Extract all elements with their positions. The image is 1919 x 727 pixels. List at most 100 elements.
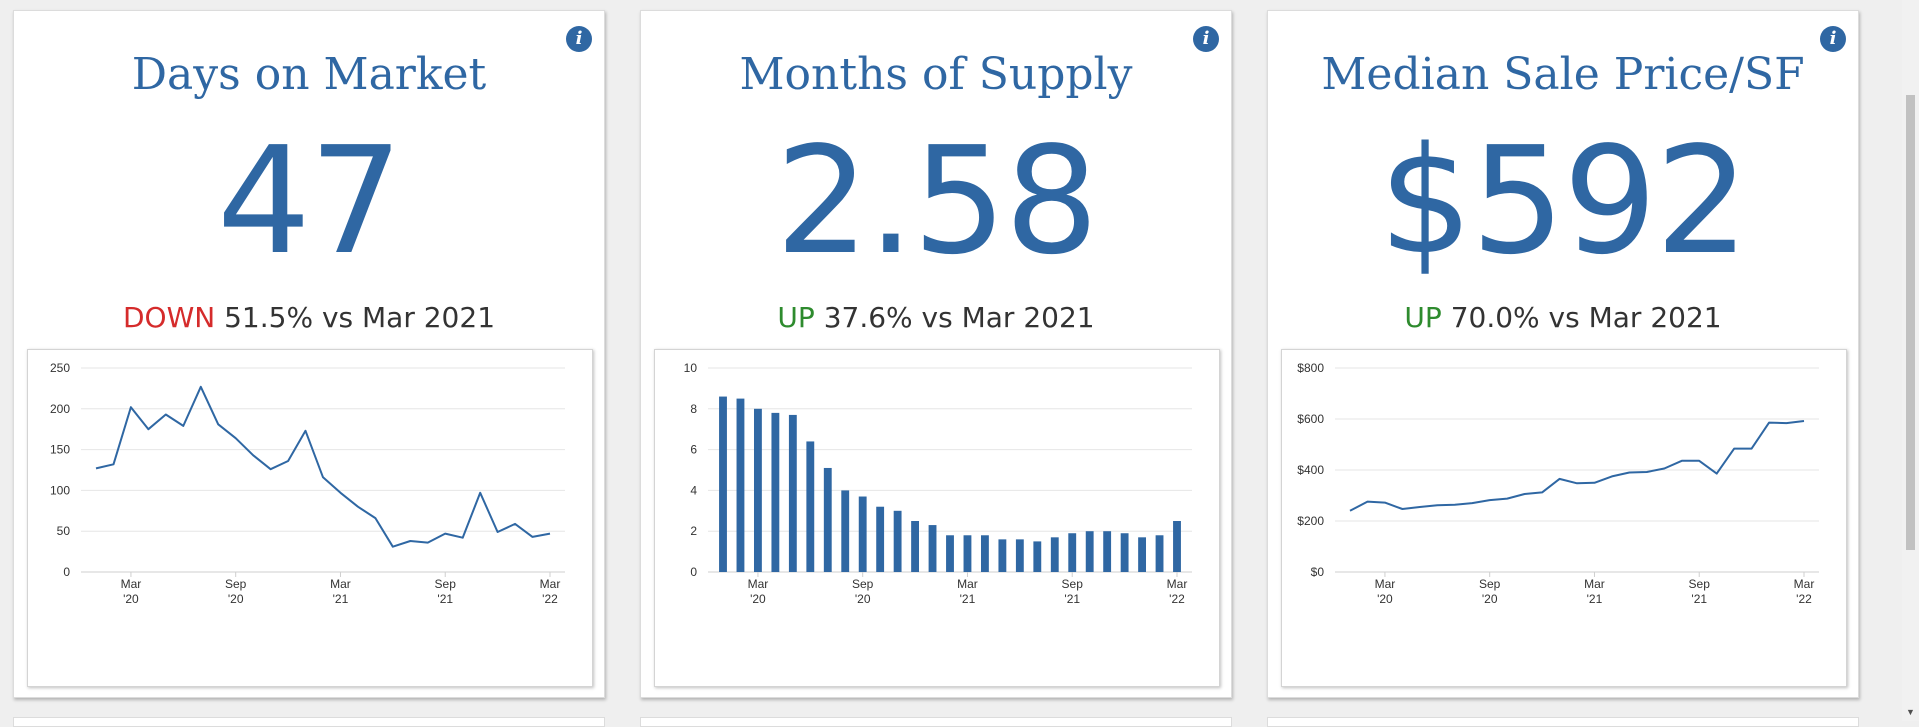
data-point[interactable]	[1626, 470, 1632, 476]
data-point[interactable]	[198, 384, 204, 390]
data-point[interactable]	[1487, 497, 1493, 503]
bar[interactable]	[841, 490, 850, 572]
data-point[interactable]	[1609, 473, 1615, 479]
info-icon[interactable]: i	[1193, 26, 1219, 52]
x-tick-label: '20	[855, 592, 871, 606]
data-point[interactable]	[460, 535, 466, 541]
data-point[interactable]	[1347, 508, 1353, 514]
data-point[interactable]	[145, 426, 151, 432]
bar[interactable]	[946, 535, 954, 572]
bar[interactable]	[1120, 533, 1129, 572]
data-point[interactable]	[495, 529, 501, 535]
bar[interactable]	[736, 398, 745, 572]
data-point[interactable]	[1539, 489, 1545, 495]
bar[interactable]	[1033, 541, 1042, 572]
change-summary: DOWN 51.5% vs Mar 2021	[14, 301, 604, 334]
bar[interactable]	[963, 535, 972, 572]
data-point[interactable]	[1766, 420, 1772, 426]
y-tick-label: 6	[690, 443, 697, 457]
trend-chart: $800 $600 $400 $200 $0 Mar '20 Sep '20 Mar '21 Sep '…	[1281, 349, 1847, 687]
bar[interactable]	[1068, 533, 1077, 572]
data-point[interactable]	[407, 538, 413, 544]
data-point[interactable]	[1714, 471, 1720, 477]
data-point[interactable]	[1696, 458, 1702, 464]
bar[interactable]	[719, 396, 727, 572]
data-point[interactable]	[93, 465, 99, 471]
data-point[interactable]	[355, 504, 361, 510]
data-point[interactable]	[372, 515, 378, 521]
scrollbar-thumb[interactable]	[1906, 95, 1915, 550]
data-point[interactable]	[163, 412, 169, 418]
bar[interactable]	[788, 414, 797, 572]
data-point[interactable]	[1417, 504, 1423, 510]
data-point[interactable]	[320, 474, 326, 480]
bar[interactable]	[771, 412, 780, 572]
y-tick-label: 0	[690, 565, 697, 579]
bar[interactable]	[998, 539, 1007, 572]
bar[interactable]	[911, 521, 920, 572]
data-point[interactable]	[1784, 420, 1790, 426]
x-tick-label: Sep	[1479, 577, 1501, 591]
scroll-down-arrow-icon[interactable]: ▼	[1906, 707, 1915, 717]
data-point[interactable]	[1731, 446, 1737, 452]
data-point[interactable]	[1364, 499, 1370, 505]
metric-card-months-of-supply: i Months of Supply 2.58 UP 37.6% vs Mar …	[640, 10, 1232, 698]
data-point[interactable]	[1574, 480, 1580, 486]
y-tick-label: $800	[1297, 361, 1324, 375]
data-point[interactable]	[1749, 446, 1755, 452]
card-title: Days on Market	[131, 49, 487, 100]
data-point[interactable]	[1522, 491, 1528, 497]
data-point[interactable]	[285, 458, 291, 464]
x-tick-label: '21	[960, 592, 976, 606]
data-point[interactable]	[110, 461, 116, 467]
bar[interactable]	[980, 535, 989, 572]
data-point[interactable]	[477, 490, 483, 496]
data-point[interactable]	[1679, 458, 1685, 464]
data-point[interactable]	[442, 531, 448, 537]
data-point[interactable]	[1399, 506, 1405, 512]
bar[interactable]	[1155, 535, 1164, 572]
bar[interactable]	[928, 525, 937, 572]
bar[interactable]	[893, 510, 902, 572]
data-point[interactable]	[180, 423, 186, 429]
data-point[interactable]	[1644, 469, 1650, 475]
data-point[interactable]	[128, 404, 134, 410]
data-point[interactable]	[268, 466, 274, 472]
data-point[interactable]	[1452, 502, 1458, 508]
data-point[interactable]	[1661, 465, 1667, 471]
bar[interactable]	[1138, 537, 1147, 572]
data-point[interactable]	[303, 428, 309, 434]
bar[interactable]	[1085, 531, 1094, 572]
data-point[interactable]	[233, 435, 239, 441]
data-point[interactable]	[337, 490, 343, 496]
data-point[interactable]	[512, 521, 518, 527]
y-tick-label: $200	[1297, 514, 1324, 528]
bar[interactable]	[876, 506, 885, 572]
bar[interactable]	[753, 408, 762, 572]
info-icon[interactable]: i	[1820, 26, 1846, 52]
vertical-scrollbar[interactable]: ▼	[1902, 0, 1919, 721]
data-point[interactable]	[215, 421, 221, 427]
bar[interactable]	[1173, 521, 1181, 572]
bar[interactable]	[806, 441, 815, 572]
bar[interactable]	[823, 467, 832, 572]
data-point[interactable]	[425, 540, 431, 546]
data-point[interactable]	[1591, 480, 1597, 486]
bar[interactable]	[858, 496, 867, 572]
info-icon[interactable]: i	[566, 26, 592, 52]
data-point[interactable]	[1801, 418, 1807, 424]
x-tick-label: '20	[123, 592, 139, 606]
bar[interactable]	[1050, 537, 1059, 572]
data-point[interactable]	[390, 544, 396, 550]
data-point[interactable]	[530, 534, 536, 540]
data-point[interactable]	[1504, 496, 1510, 502]
data-point[interactable]	[1557, 476, 1563, 482]
data-point[interactable]	[547, 531, 553, 537]
data-point[interactable]	[250, 452, 256, 458]
data-point[interactable]	[1469, 500, 1475, 506]
bar[interactable]	[1015, 539, 1024, 572]
x-tick-label: Mar	[330, 577, 351, 591]
data-point[interactable]	[1434, 502, 1440, 508]
data-point[interactable]	[1382, 500, 1388, 506]
bar[interactable]	[1103, 531, 1112, 572]
